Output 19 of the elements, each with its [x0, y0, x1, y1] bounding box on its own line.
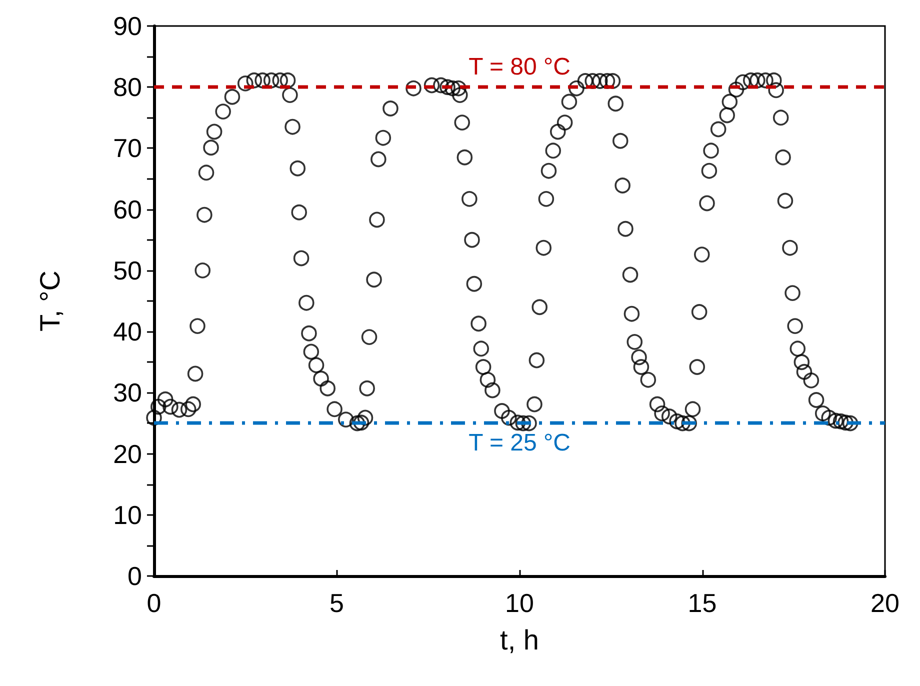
y-tick-label: 10	[113, 500, 142, 530]
ref-line-label: T = 80 °C	[468, 54, 570, 81]
y-tick-label: 0	[128, 561, 142, 591]
x-tick-label: 20	[870, 588, 900, 618]
y-tick-label: 40	[113, 316, 142, 347]
ref-line-label: T = 25 °C	[468, 430, 570, 457]
x-tick-label: 15	[688, 588, 717, 618]
y-tick-label: 50	[113, 255, 142, 286]
y-tick-label: 20	[113, 438, 142, 469]
y-tick-label: 80	[113, 72, 142, 102]
y-axis-title: T, °C	[34, 270, 66, 332]
y-tick-label: 60	[113, 194, 142, 224]
x-tick-label: 5	[330, 588, 344, 618]
y-tick-label: 70	[113, 133, 142, 164]
x-tick-label: 10	[505, 588, 534, 618]
x-axis-title: t, h	[500, 624, 539, 656]
y-tick-label: 30	[113, 378, 142, 408]
x-tick-label: 0	[146, 588, 162, 618]
y-tick-label: 90	[113, 11, 142, 41]
